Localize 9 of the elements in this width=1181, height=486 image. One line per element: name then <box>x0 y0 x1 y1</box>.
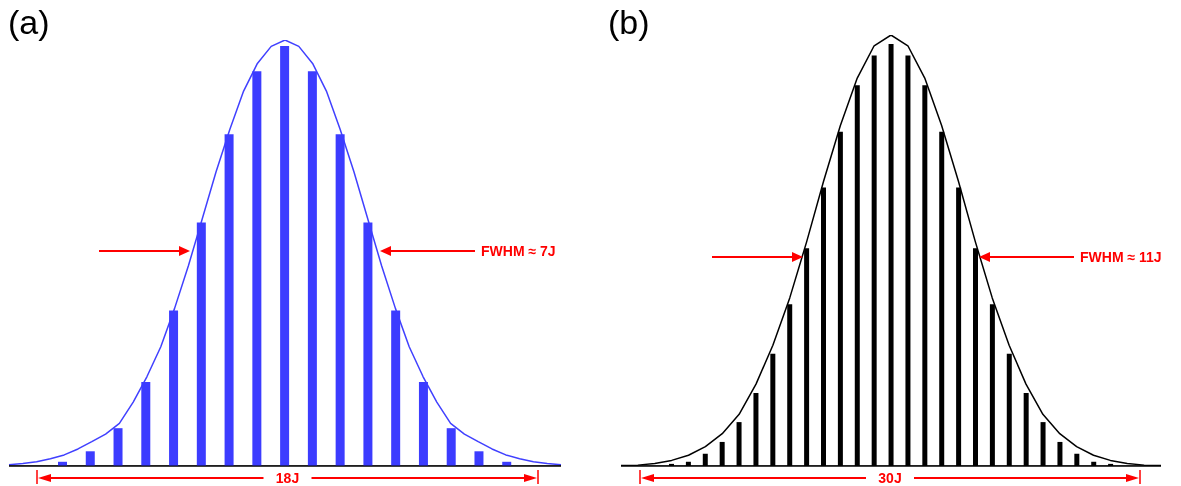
text: 18J <box>275 470 300 486</box>
bar <box>474 451 484 466</box>
bar <box>85 451 95 466</box>
text: 30J <box>878 470 902 486</box>
bar <box>280 46 290 466</box>
annotation: FWHM ≈ 7J <box>481 243 556 259</box>
chart-title: (b) <box>608 3 650 41</box>
annotation: FWHM ≈ 11J <box>1080 249 1162 265</box>
chart-title: (a) <box>8 3 50 41</box>
